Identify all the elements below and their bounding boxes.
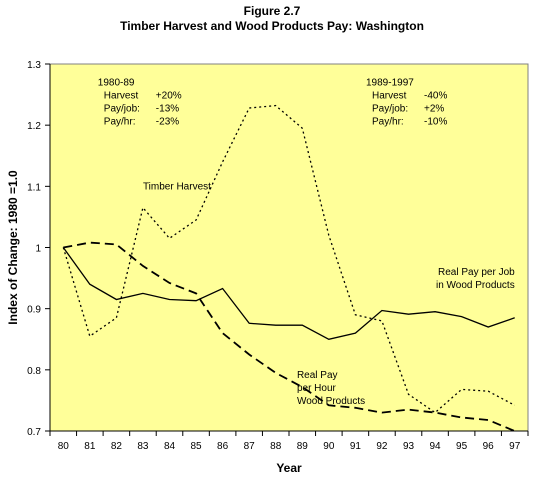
annotation-1: 1980-89 Harvest +20% Pay/job: -13% Pay/hr: -23… <box>98 77 182 127</box>
x-tick-label: 86 <box>217 441 229 452</box>
x-tick-label: 85 <box>190 441 202 452</box>
x-tick-label: 97 <box>509 441 521 452</box>
y-tick-label: 0.7 <box>27 427 41 438</box>
x-tick-label: 89 <box>297 441 309 452</box>
y-tick-label: 1.2 <box>27 121 41 132</box>
annotation-metric: Pay/hr: <box>104 116 136 127</box>
series-line-2 <box>62 247 515 340</box>
annotation-metric: Harvest <box>104 90 139 101</box>
annotation-metric: Harvest <box>372 90 407 101</box>
y-tick-label: 1.1 <box>27 182 41 193</box>
chart-title: Timber Harvest and Wood Products Pay: Wa… <box>120 19 424 33</box>
series-label-2: Real Pay per Job in Wood Products <box>436 267 515 291</box>
x-tick-label: 87 <box>244 441 256 452</box>
y-tick-label: 1 <box>35 244 41 255</box>
annotation-metric: Pay/hr: <box>372 116 404 127</box>
series-group <box>62 104 516 432</box>
annotations: 1980-89 Harvest +20% Pay/job: -13% Pay/hr: -23… <box>98 77 448 127</box>
plot-area <box>49 63 529 432</box>
y-tick-label: 0.9 <box>27 305 41 316</box>
chart-title-block: Figure 2.7 Timber Harvest and Wood Produ… <box>0 4 544 34</box>
annotation-value: -40% <box>424 90 447 101</box>
y-axis-label: Index of Change: 1980 =1.0 <box>6 170 20 325</box>
annotation-metric: Pay/job: <box>372 103 408 114</box>
annotation-value: -10% <box>424 116 447 127</box>
x-axis: 80 81 82 83 84 85 86 87 88 89 90 91 92 93 94 95 96 97 <box>49 430 529 452</box>
x-tick-label: 94 <box>429 441 441 452</box>
series-label-3: Real Pay per Hour Wood Products <box>297 370 365 407</box>
x-tick-label: 92 <box>376 441 388 452</box>
x-tick-label: 83 <box>137 441 149 452</box>
x-tick-label: 95 <box>456 441 468 452</box>
annotation-heading: 1989-1997 <box>366 77 414 88</box>
y-tick-label: 0.8 <box>27 366 41 377</box>
annotation-value: -23% <box>156 116 179 127</box>
series-label-1: Timber Harvest <box>143 181 211 192</box>
figure-label: Figure 2.7 <box>243 4 301 18</box>
x-tick-label: 84 <box>164 441 176 452</box>
y-tick-label: 1.3 <box>27 60 41 71</box>
x-tick-label: 81 <box>84 441 96 452</box>
annotation-heading: 1980-89 <box>98 77 135 88</box>
x-tick-label: 88 <box>270 441 282 452</box>
x-tick-label: 96 <box>483 441 495 452</box>
annotation-2: 1989-1997 Harvest -40% Pay/job: +2% Pay/hr: -1… <box>366 77 447 127</box>
x-tick-label: 90 <box>323 441 335 452</box>
x-tick-label: 91 <box>350 441 362 452</box>
annotation-value: +2% <box>424 103 444 114</box>
annotation-value: +20% <box>156 90 182 101</box>
y-axis: 0.7 0.8 0.9 1 1.1 1.2 1.3 <box>27 60 51 438</box>
annotation-value: -13% <box>156 103 179 114</box>
annotation-metric: Pay/job: <box>104 103 140 114</box>
x-tick-label: 93 <box>403 441 415 452</box>
series-line-3 <box>63 241 516 432</box>
x-tick-label: 82 <box>111 441 123 452</box>
x-axis-label: Year <box>276 461 302 475</box>
x-tick-label: 80 <box>58 441 70 452</box>
series-labels: Timber Harvest Real Pay per Job in Wood Pr… <box>143 181 515 406</box>
